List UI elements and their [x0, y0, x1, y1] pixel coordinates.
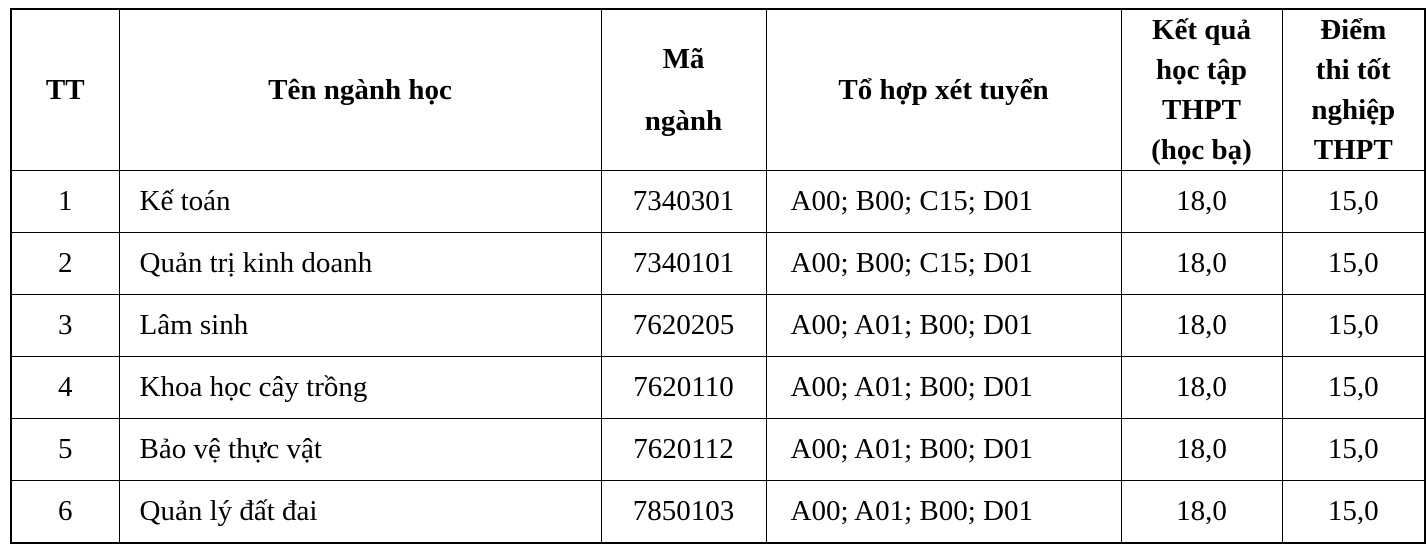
cell-to-hop: A00; A01; B00; D01	[765, 480, 1122, 543]
col-header-to-hop-xet-tuyen: Tổ hợp xét tuyển	[765, 8, 1122, 171]
col-header-ma-nganh: Mã ngành	[600, 8, 767, 171]
cell-ket-qua: 18,0	[1120, 294, 1283, 357]
cell-ten-nganh: Kế toán	[118, 170, 602, 233]
cell-to-hop: A00; A01; B00; D01	[765, 356, 1122, 419]
cell-diem-thi: 15,0	[1281, 294, 1426, 357]
table-header: TT Tên ngành học Mã ngành Tổ hợp xét tuy…	[10, 8, 1426, 171]
cell-tt: 6	[10, 480, 120, 543]
cell-ma-nganh: 7850103	[600, 480, 767, 543]
cell-diem-thi: 15,0	[1281, 170, 1426, 233]
cell-ma-nganh: 7620205	[600, 294, 767, 357]
cell-diem-thi: 15,0	[1281, 232, 1426, 295]
cell-diem-thi: 15,0	[1281, 356, 1426, 419]
cell-to-hop: A00; A01; B00; D01	[765, 294, 1122, 357]
col-header-ten-nganh-hoc: Tên ngành học	[118, 8, 602, 171]
cell-tt: 5	[10, 418, 120, 481]
cell-ten-nganh: Lâm sinh	[118, 294, 602, 357]
cell-diem-thi: 15,0	[1281, 418, 1426, 481]
table-row: 3 Lâm sinh 7620205 A00; A01; B00; D01 18…	[10, 294, 1426, 357]
col-header-ket-qua-hoc-tap: Kết quả học tập THPT (học bạ)	[1120, 8, 1283, 171]
table-row: 6 Quản lý đất đai 7850103 A00; A01; B00;…	[10, 480, 1426, 543]
cell-tt: 1	[10, 170, 120, 233]
cell-ten-nganh: Quản trị kinh doanh	[118, 232, 602, 295]
cell-ma-nganh: 7620110	[600, 356, 767, 419]
header-row: TT Tên ngành học Mã ngành Tổ hợp xét tuy…	[10, 8, 1426, 171]
cell-ma-nganh: 7340101	[600, 232, 767, 295]
cell-ket-qua: 18,0	[1120, 418, 1283, 481]
table-row: 5 Bảo vệ thực vật 7620112 A00; A01; B00;…	[10, 418, 1426, 481]
cell-ten-nganh: Khoa học cây trồng	[118, 356, 602, 419]
cell-ten-nganh: Bảo vệ thực vật	[118, 418, 602, 481]
table-row: 1 Kế toán 7340301 A00; B00; C15; D01 18,…	[10, 170, 1426, 233]
cell-tt: 2	[10, 232, 120, 295]
cell-ma-nganh: 7340301	[600, 170, 767, 233]
cell-to-hop: A00; B00; C15; D01	[765, 170, 1122, 233]
cell-diem-thi: 15,0	[1281, 480, 1426, 543]
cell-ten-nganh: Quản lý đất đai	[118, 480, 602, 543]
cell-ket-qua: 18,0	[1120, 356, 1283, 419]
table-row: 4 Khoa học cây trồng 7620110 A00; A01; B…	[10, 356, 1426, 419]
table-body: 1 Kế toán 7340301 A00; B00; C15; D01 18,…	[10, 170, 1426, 543]
table-row: 2 Quản trị kinh doanh 7340101 A00; B00; …	[10, 232, 1426, 295]
cell-tt: 4	[10, 356, 120, 419]
cell-tt: 3	[10, 294, 120, 357]
cell-ket-qua: 18,0	[1120, 232, 1283, 295]
cell-ket-qua: 18,0	[1120, 170, 1283, 233]
cell-to-hop: A00; A01; B00; D01	[765, 418, 1122, 481]
col-header-diem-thi-tot-nghiep: Điểm thi tốt nghiệp THPT	[1281, 8, 1426, 171]
cell-to-hop: A00; B00; C15; D01	[765, 232, 1122, 295]
col-header-tt: TT	[10, 8, 120, 171]
admission-scores-table: TT Tên ngành học Mã ngành Tổ hợp xét tuy…	[10, 8, 1426, 544]
cell-ket-qua: 18,0	[1120, 480, 1283, 543]
cell-ma-nganh: 7620112	[600, 418, 767, 481]
